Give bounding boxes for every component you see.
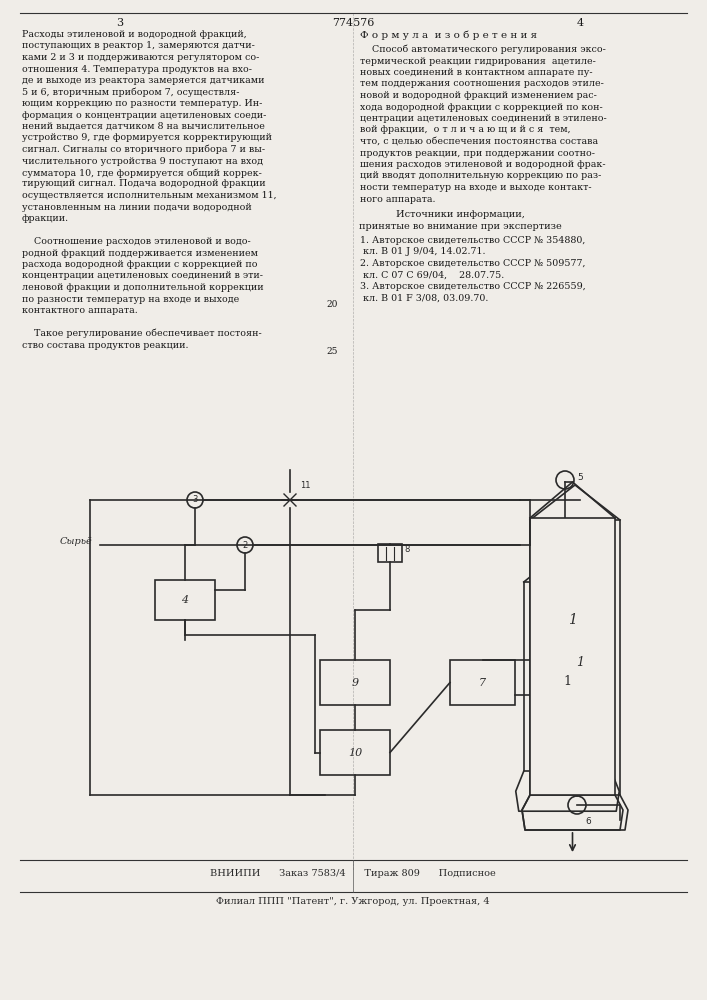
Text: Сырьё: Сырьё xyxy=(60,538,93,546)
Text: Соотношение расходов этиленовой и водо-: Соотношение расходов этиленовой и водо- xyxy=(22,237,251,246)
Text: 10: 10 xyxy=(348,748,362,758)
Bar xyxy=(524,552,612,811)
Text: 1: 1 xyxy=(563,675,571,688)
Text: 20: 20 xyxy=(327,300,338,309)
Text: Филиал ППП "Патент", г. Ужгород, ул. Проектная, 4: Филиал ППП "Патент", г. Ужгород, ул. Про… xyxy=(216,898,490,906)
Text: 3: 3 xyxy=(192,495,198,504)
Bar xyxy=(530,520,620,795)
Text: сигнал. Сигналы со вторичного прибора 7 и вы-: сигнал. Сигналы со вторичного прибора 7 … xyxy=(22,145,265,154)
Text: кл. В 01 J 9/04, 14.02.71.: кл. В 01 J 9/04, 14.02.71. xyxy=(360,247,486,256)
Text: 11: 11 xyxy=(300,481,310,490)
Text: 4: 4 xyxy=(182,595,189,605)
Text: 2: 2 xyxy=(243,540,247,550)
Text: принятые во внимание при экспертизе: принятые во внимание при экспертизе xyxy=(358,222,561,231)
Text: ций вводят дополнительную коррекцию по раз-: ций вводят дополнительную коррекцию по р… xyxy=(360,172,602,180)
Text: кл. В 01 F 3/08, 03.09.70.: кл. В 01 F 3/08, 03.09.70. xyxy=(360,294,489,302)
Text: леновой фракции и дополнительной коррекции: леновой фракции и дополнительной коррекц… xyxy=(22,283,264,292)
Text: тирующий сигнал. Подача водородной фракции: тирующий сигнал. Подача водородной фракц… xyxy=(22,180,266,188)
Text: по разности температур на входе и выходе: по разности температур на входе и выходе xyxy=(22,294,239,304)
Text: устройство 9, где формируется корректирующий: устройство 9, где формируется корректиру… xyxy=(22,133,272,142)
Text: 774576: 774576 xyxy=(332,18,374,28)
Text: ство состава продуктов реакции.: ство состава продуктов реакции. xyxy=(22,340,189,350)
Text: 1: 1 xyxy=(576,656,584,669)
Text: ками 2 и 3 и поддерживаются регулятором со-: ками 2 и 3 и поддерживаются регулятором … xyxy=(22,53,259,62)
Text: осуществляется исполнительным механизмом 11,: осуществляется исполнительным механизмом… xyxy=(22,191,276,200)
Text: ющим коррекцию по разности температур. Ин-: ющим коррекцию по разности температур. И… xyxy=(22,99,262,108)
Text: вой фракции,  о т л и ч а ю щ и й с я  тем,: вой фракции, о т л и ч а ю щ и й с я тем… xyxy=(360,125,571,134)
Bar xyxy=(320,660,390,705)
Bar xyxy=(320,730,390,775)
Text: тем поддержания соотношения расходов этиле-: тем поддержания соотношения расходов эти… xyxy=(360,80,604,89)
Text: фракции.: фракции. xyxy=(22,214,69,223)
Text: Такое регулирование обеспечивает постоян-: Такое регулирование обеспечивает постоян… xyxy=(22,329,262,338)
Bar xyxy=(450,660,515,705)
Bar xyxy=(524,582,612,771)
Text: поступающих в реактор 1, замеряются датчи-: поступающих в реактор 1, замеряются датч… xyxy=(22,41,255,50)
Text: 4: 4 xyxy=(576,18,583,28)
Text: установленным на линии подачи водородной: установленным на линии подачи водородной xyxy=(22,202,252,212)
Text: 3: 3 xyxy=(117,18,124,28)
Text: 6: 6 xyxy=(585,817,591,826)
Text: 3. Авторское свидетельство СССР № 226559,: 3. Авторское свидетельство СССР № 226559… xyxy=(360,282,586,291)
Text: Расходы этиленовой и водородной фракций,: Расходы этиленовой и водородной фракций, xyxy=(22,30,247,39)
Text: ВНИИПИ      Заказ 7583/4      Тираж 809      Подписное: ВНИИПИ Заказ 7583/4 Тираж 809 Подписное xyxy=(210,868,496,878)
Text: кл. С 07 С 69/04,    28.07.75.: кл. С 07 С 69/04, 28.07.75. xyxy=(360,270,504,279)
Text: центрации ацетиленовых соединений в этилено-: центрации ацетиленовых соединений в этил… xyxy=(360,114,607,123)
Text: 1: 1 xyxy=(568,613,577,627)
Text: Способ автоматического регулирования эксо-: Способ автоматического регулирования экс… xyxy=(360,45,606,54)
Bar xyxy=(530,518,615,795)
Text: отношения 4. Температура продуктов на вхо-: отношения 4. Температура продуктов на вх… xyxy=(22,64,252,74)
Text: 5 и 6, вторичным прибором 7, осуществля-: 5 и 6, вторичным прибором 7, осуществля- xyxy=(22,88,240,97)
Text: числительного устройства 9 поступают на вход: числительного устройства 9 поступают на … xyxy=(22,156,263,165)
Text: расхода водородной фракции с коррекцией по: расхода водородной фракции с коррекцией … xyxy=(22,260,257,269)
Text: 8: 8 xyxy=(404,546,409,554)
Text: родной фракций поддерживается изменением: родной фракций поддерживается изменением xyxy=(22,248,258,257)
Bar xyxy=(378,544,402,562)
Bar xyxy=(155,580,215,620)
Text: формация о концентрации ацетиленовых соеди-: формация о концентрации ацетиленовых сое… xyxy=(22,110,267,119)
Text: контактного аппарата.: контактного аппарата. xyxy=(22,306,138,315)
Text: 7: 7 xyxy=(479,678,486,688)
Text: ности температур на входе и выходе контакт-: ности температур на входе и выходе конта… xyxy=(360,183,592,192)
Text: 5: 5 xyxy=(577,474,583,483)
Text: что, с целью обеспечения постоянства состава: что, с целью обеспечения постоянства сос… xyxy=(360,137,598,146)
Text: нений выдается датчиком 8 на вычислительное: нений выдается датчиком 8 на вычислитель… xyxy=(22,122,265,131)
Text: продуктов реакции, при поддержании соотно-: продуктов реакции, при поддержании соотн… xyxy=(360,148,595,157)
Text: де и выходе из реактора замеряется датчиками: де и выходе из реактора замеряется датчи… xyxy=(22,76,264,85)
Text: 25: 25 xyxy=(327,347,338,356)
Text: новой и водородной фракций изменением рас-: новой и водородной фракций изменением ра… xyxy=(360,91,597,100)
Text: новых соединений в контактном аппарате пу-: новых соединений в контактном аппарате п… xyxy=(360,68,592,77)
Text: 2. Авторское свидетельство СССР № 509577,: 2. Авторское свидетельство СССР № 509577… xyxy=(360,259,585,268)
Text: Источники информации,: Источники информации, xyxy=(395,210,525,219)
Text: Ф о р м у л а  и з о б р е т е н и я: Ф о р м у л а и з о б р е т е н и я xyxy=(360,30,537,39)
Text: термической реакции гидрирования  ацетиле-: термической реакции гидрирования ацетиле… xyxy=(360,56,596,66)
Text: концентрации ацетиленовых соединений в эти-: концентрации ацетиленовых соединений в э… xyxy=(22,271,263,280)
Text: шения расходов этиленовой и водородной фрак-: шения расходов этиленовой и водородной ф… xyxy=(360,160,606,169)
Text: 1. Авторское свидетельство СССР № 354880,: 1. Авторское свидетельство СССР № 354880… xyxy=(360,236,585,245)
Text: сумматора 10, где формируется общий коррек-: сумматора 10, где формируется общий корр… xyxy=(22,168,262,178)
Text: ного аппарата.: ного аппарата. xyxy=(360,194,436,204)
Text: хода водородной фракции с коррекцией по кон-: хода водородной фракции с коррекцией по … xyxy=(360,103,603,111)
Text: 9: 9 xyxy=(351,678,358,688)
